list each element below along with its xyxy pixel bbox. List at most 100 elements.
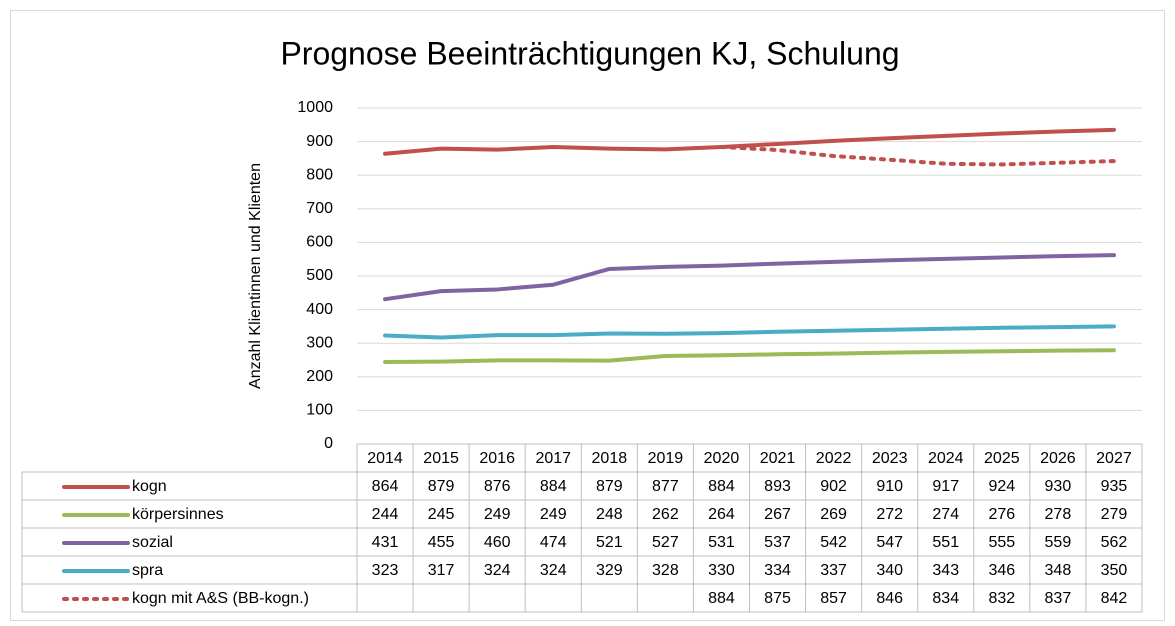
table-cell: 324 bbox=[484, 562, 511, 579]
y-tick-label: 400 bbox=[306, 301, 333, 318]
x-tick-label: 2022 bbox=[816, 450, 852, 467]
y-tick-label: 900 bbox=[306, 133, 333, 150]
table-cell: 274 bbox=[932, 506, 959, 523]
table-cell: 527 bbox=[652, 534, 679, 551]
x-tick-label: 2015 bbox=[423, 450, 459, 467]
table-cell: 879 bbox=[596, 478, 623, 495]
chart-title: Prognose Beeinträchtigungen KJ, Schulung bbox=[280, 35, 899, 71]
x-tick-label: 2014 bbox=[367, 450, 403, 467]
y-tick-label: 200 bbox=[306, 368, 333, 385]
table-cell: 531 bbox=[708, 534, 735, 551]
x-tick-label: 2026 bbox=[1040, 450, 1076, 467]
y-tick-label: 100 bbox=[306, 402, 333, 419]
series-line bbox=[383, 324, 1116, 340]
legend-label: körpersinnes bbox=[132, 506, 224, 523]
table-cell: 340 bbox=[876, 562, 903, 579]
y-tick-label: 600 bbox=[306, 234, 333, 251]
table-cell: 857 bbox=[820, 590, 847, 607]
table-cell: 272 bbox=[876, 506, 903, 523]
x-tick-label: 2016 bbox=[479, 450, 515, 467]
y-tick-label: 0 bbox=[324, 435, 333, 452]
table-cell: 521 bbox=[596, 534, 623, 551]
chart-border bbox=[10, 10, 1165, 621]
x-tick-label: 2020 bbox=[704, 450, 740, 467]
table-cell: 269 bbox=[820, 506, 847, 523]
legend-label: sozial bbox=[132, 534, 173, 551]
table-cell: 337 bbox=[820, 562, 847, 579]
legend-label: kogn bbox=[132, 478, 167, 495]
table-cell: 350 bbox=[1101, 562, 1128, 579]
table-cell: 317 bbox=[428, 562, 455, 579]
table-cell: 262 bbox=[652, 506, 679, 523]
table-cell: 834 bbox=[932, 590, 959, 607]
y-tick-label: 1000 bbox=[297, 99, 333, 116]
table-cell: 551 bbox=[932, 534, 959, 551]
table-cell: 328 bbox=[652, 562, 679, 579]
table-cell: 846 bbox=[876, 590, 903, 607]
y-tick-label: 700 bbox=[306, 200, 333, 217]
table-cell: 902 bbox=[820, 478, 847, 495]
table-cell: 455 bbox=[428, 534, 455, 551]
x-tick-label: 2019 bbox=[648, 450, 684, 467]
series-line bbox=[383, 253, 1116, 302]
table-cell: 324 bbox=[540, 562, 567, 579]
table-cell: 474 bbox=[540, 534, 567, 551]
table-cell: 348 bbox=[1045, 562, 1072, 579]
table-cell: 924 bbox=[988, 478, 1015, 495]
table-cell: 343 bbox=[932, 562, 959, 579]
series-line bbox=[383, 127, 1116, 156]
legend-label: spra bbox=[132, 562, 163, 579]
x-tick-label: 2025 bbox=[984, 450, 1020, 467]
table-cell: 276 bbox=[988, 506, 1015, 523]
table-cell: 893 bbox=[764, 478, 791, 495]
x-tick-label: 2024 bbox=[928, 450, 964, 467]
table-cell: 864 bbox=[372, 478, 399, 495]
table-cell: 248 bbox=[596, 506, 623, 523]
y-tick-label: 800 bbox=[306, 166, 333, 183]
table-cell: 244 bbox=[372, 506, 399, 523]
table-cell: 346 bbox=[988, 562, 1015, 579]
table-cell: 935 bbox=[1101, 478, 1128, 495]
table-cell: 249 bbox=[540, 506, 567, 523]
x-tick-label: 2018 bbox=[592, 450, 628, 467]
x-tick-label: 2027 bbox=[1096, 450, 1132, 467]
table-cell: 279 bbox=[1101, 506, 1128, 523]
y-tick-label: 300 bbox=[306, 334, 333, 351]
table-cell: 930 bbox=[1045, 478, 1072, 495]
table-cell: 323 bbox=[372, 562, 399, 579]
table-cell: 842 bbox=[1101, 590, 1128, 607]
table-cell: 562 bbox=[1101, 534, 1128, 551]
table-cell: 877 bbox=[652, 478, 679, 495]
table-cell: 460 bbox=[484, 534, 511, 551]
x-tick-label: 2021 bbox=[760, 450, 796, 467]
table-cell: 884 bbox=[708, 478, 735, 495]
table-cell: 832 bbox=[988, 590, 1015, 607]
table-cell: 876 bbox=[484, 478, 511, 495]
table-cell: 245 bbox=[428, 506, 455, 523]
table-cell: 837 bbox=[1045, 590, 1072, 607]
table-cell: 879 bbox=[428, 478, 455, 495]
table-cell: 875 bbox=[764, 590, 791, 607]
table-cell: 329 bbox=[596, 562, 623, 579]
table-cell: 537 bbox=[764, 534, 791, 551]
y-axis-title: Anzahl Klientinnen und Klienten bbox=[247, 163, 264, 389]
x-tick-label: 2017 bbox=[535, 450, 571, 467]
table-cell: 555 bbox=[988, 534, 1015, 551]
table-cell: 884 bbox=[540, 478, 567, 495]
table-cell: 278 bbox=[1045, 506, 1072, 523]
table-cell: 917 bbox=[932, 478, 959, 495]
table-cell: 884 bbox=[708, 590, 735, 607]
table-cell: 267 bbox=[764, 506, 791, 523]
table-cell: 431 bbox=[372, 534, 399, 551]
legend-label: kogn mit A&S (BB-kogn.) bbox=[132, 590, 309, 607]
table-cell: 264 bbox=[708, 506, 735, 523]
table-cell: 334 bbox=[764, 562, 791, 579]
table-cell: 330 bbox=[708, 562, 735, 579]
x-tick-label: 2023 bbox=[872, 450, 908, 467]
series-line bbox=[383, 348, 1116, 365]
table-cell: 542 bbox=[820, 534, 847, 551]
table-cell: 249 bbox=[484, 506, 511, 523]
table-cell: 910 bbox=[876, 478, 903, 495]
